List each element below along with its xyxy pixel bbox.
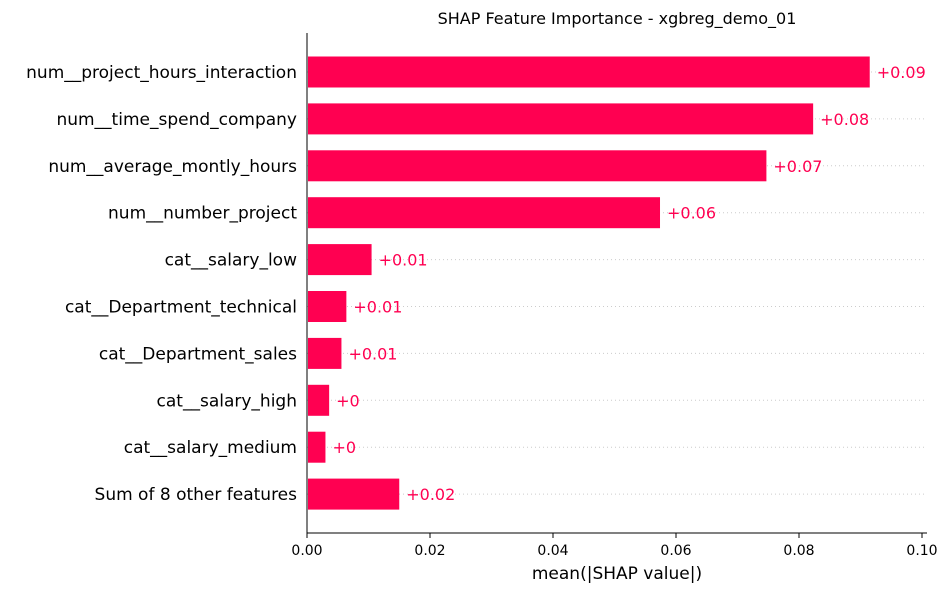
bars xyxy=(308,56,870,510)
feature-label: cat__salary_low xyxy=(165,251,298,271)
feature-label: cat__salary_high xyxy=(157,391,297,411)
bar xyxy=(308,197,661,229)
value-label: +0.02 xyxy=(406,485,455,504)
x-tick-label: 0.10 xyxy=(906,543,937,559)
feature-label: cat__Department_sales xyxy=(99,344,297,364)
feature-label: num__project_hours_interaction xyxy=(26,63,297,83)
bar xyxy=(308,337,342,369)
value-label: +0.01 xyxy=(353,298,402,317)
feature-label: num__average_montly_hours xyxy=(48,157,297,177)
value-label: +0 xyxy=(336,391,360,410)
value-label: +0.01 xyxy=(348,344,397,363)
x-ticks: 0.00 0.02 0.04 0.06 0.08 0.10 xyxy=(291,533,938,559)
bar xyxy=(308,56,870,88)
bar xyxy=(308,431,326,463)
x-tick-label: 0.02 xyxy=(414,543,445,559)
value-label: +0.09 xyxy=(877,63,926,82)
x-axis-label: mean(|SHAP value|) xyxy=(532,564,702,584)
value-label: +0.01 xyxy=(379,251,428,270)
chart-title: SHAP Feature Importance - xgbreg_demo_01 xyxy=(438,9,797,29)
feature-label: cat__Department_technical xyxy=(65,298,297,318)
x-tick-label: 0.06 xyxy=(660,543,691,559)
value-label: +0 xyxy=(332,438,356,457)
x-tick-label: 0.08 xyxy=(783,543,814,559)
feature-label: cat__salary_medium xyxy=(124,438,297,458)
value-label: +0.06 xyxy=(667,204,716,223)
grid-lines xyxy=(307,71,927,495)
value-label: +0.08 xyxy=(820,110,869,129)
feature-label: num__time_spend_company xyxy=(56,110,297,130)
bar xyxy=(308,244,372,276)
feature-labels: num__project_hours_interaction num__time_… xyxy=(26,63,297,505)
bar xyxy=(308,384,330,416)
bar xyxy=(308,103,814,135)
value-labels: +0.09 +0.08 +0.07 +0.06 +0.01 +0.01 +0.01 +0 +0 +… xyxy=(332,63,925,504)
value-label: +0.07 xyxy=(773,157,822,176)
x-tick-label: 0.00 xyxy=(291,543,322,559)
x-tick-label: 0.04 xyxy=(537,543,568,559)
feature-label: num__number_project xyxy=(108,204,297,224)
feature-label: Sum of 8 other features xyxy=(95,485,298,505)
bar xyxy=(308,150,767,182)
bar xyxy=(308,478,400,510)
bar xyxy=(308,291,347,322)
